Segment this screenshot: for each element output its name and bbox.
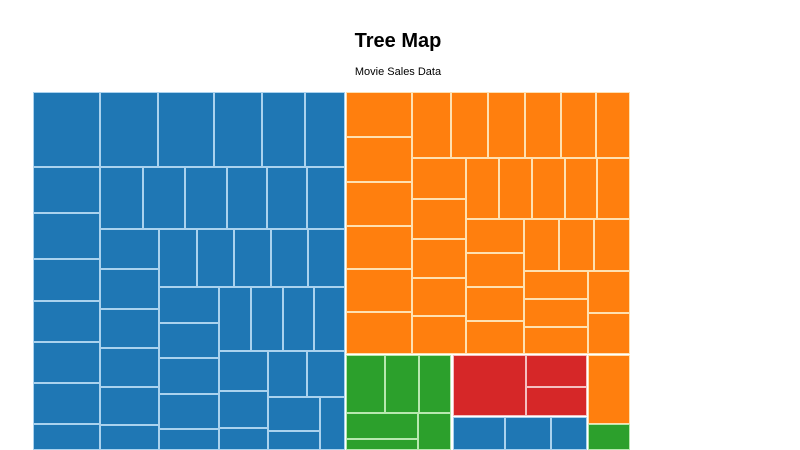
treemap-cell-blue[interactable]	[143, 167, 185, 229]
treemap-cell-blue[interactable]	[100, 229, 159, 269]
treemap-cell-orange[interactable]	[499, 158, 532, 219]
treemap-cell-orange[interactable]	[412, 199, 466, 239]
treemap-cell-blue[interactable]	[100, 387, 159, 425]
treemap-cell-blue[interactable]	[307, 167, 345, 229]
treemap-cell-green[interactable]	[346, 355, 385, 413]
treemap-cell-blue[interactable]	[219, 391, 268, 428]
treemap-cell-orange[interactable]	[594, 219, 630, 271]
treemap-cell-orange[interactable]	[488, 92, 525, 158]
treemap-cell-orange[interactable]	[565, 158, 597, 219]
treemap-cell-blue[interactable]	[100, 425, 159, 450]
treemap-cell-blue[interactable]	[197, 229, 234, 287]
treemap-cell-blue[interactable]	[551, 417, 587, 450]
treemap-cell-orange[interactable]	[524, 271, 588, 299]
treemap-cell-orange[interactable]	[466, 253, 524, 287]
treemap-cell-blue[interactable]	[320, 397, 345, 450]
treemap-cell-blue[interactable]	[251, 287, 283, 351]
treemap-cell-orange[interactable]	[466, 219, 524, 253]
treemap-cell-green[interactable]	[385, 355, 419, 413]
treemap-cell-orange[interactable]	[596, 92, 630, 158]
treemap-cell-orange[interactable]	[346, 92, 412, 137]
treemap-cell-orange[interactable]	[588, 271, 630, 313]
treemap-cell-orange[interactable]	[588, 313, 630, 354]
treemap-cell-blue[interactable]	[159, 394, 219, 429]
treemap-cell-orange[interactable]	[588, 355, 630, 424]
chart-subtitle: Movie Sales Data	[354, 66, 442, 78]
treemap-cell-orange[interactable]	[466, 158, 499, 219]
treemap-cell-orange[interactable]	[466, 287, 524, 321]
treemap-cell-orange[interactable]	[466, 321, 524, 354]
treemap-cell-blue[interactable]	[219, 287, 251, 351]
treemap-cell-green[interactable]	[588, 424, 630, 450]
treemap-cell-orange[interactable]	[525, 92, 561, 158]
treemap-cell-orange[interactable]	[412, 92, 451, 158]
treemap-cell-red[interactable]	[526, 355, 587, 387]
treemap-cell-blue[interactable]	[505, 417, 551, 450]
treemap-cell-blue[interactable]	[268, 351, 307, 397]
treemap-cell-blue[interactable]	[308, 229, 345, 287]
treemap-cell-blue[interactable]	[100, 309, 159, 348]
treemap-cell-blue[interactable]	[268, 397, 320, 431]
treemap-cell-blue[interactable]	[159, 229, 197, 287]
treemap-cell-blue[interactable]	[159, 323, 219, 358]
treemap-cell-blue[interactable]	[33, 342, 100, 383]
treemap-cell-red[interactable]	[453, 355, 526, 416]
treemap-cell-blue[interactable]	[100, 167, 143, 229]
treemap-cell-blue[interactable]	[100, 269, 159, 309]
treemap-cell-orange[interactable]	[412, 278, 466, 316]
treemap-cell-orange[interactable]	[346, 182, 412, 226]
treemap-cell-blue[interactable]	[159, 429, 219, 450]
treemap-cell-blue[interactable]	[33, 301, 100, 342]
treemap-cell-orange[interactable]	[524, 219, 559, 271]
treemap-cell-blue[interactable]	[314, 287, 345, 351]
treemap-cell-orange[interactable]	[532, 158, 565, 219]
treemap-cell-orange[interactable]	[451, 92, 488, 158]
treemap-cell-blue[interactable]	[214, 92, 262, 167]
treemap-cell-orange[interactable]	[412, 239, 466, 278]
treemap-cell-blue[interactable]	[159, 358, 219, 394]
treemap-cell-orange[interactable]	[346, 312, 412, 354]
treemap-cell-green[interactable]	[346, 413, 418, 439]
treemap-cell-orange[interactable]	[412, 158, 466, 199]
treemap-cell-blue[interactable]	[33, 167, 100, 213]
treemap-cell-orange[interactable]	[346, 226, 412, 269]
treemap-cell-blue[interactable]	[268, 431, 320, 450]
treemap-cell-blue[interactable]	[305, 92, 345, 167]
treemap-cell-green[interactable]	[346, 439, 418, 450]
treemap-cell-blue[interactable]	[158, 92, 214, 167]
chart-title: Tree Map	[354, 30, 442, 52]
treemap-cell-red[interactable]	[526, 387, 587, 416]
treemap-cell-orange[interactable]	[559, 219, 594, 271]
treemap-cell-blue[interactable]	[33, 213, 100, 259]
treemap-cell-blue[interactable]	[234, 229, 271, 287]
treemap-cell-blue[interactable]	[100, 348, 159, 387]
treemap-cell-blue[interactable]	[219, 428, 268, 450]
treemap-cell-blue[interactable]	[33, 92, 100, 167]
treemap-cell-blue[interactable]	[159, 287, 219, 323]
treemap-cell-orange[interactable]	[597, 158, 630, 219]
treemap-cell-orange[interactable]	[412, 316, 466, 354]
treemap-cell-blue[interactable]	[219, 351, 268, 391]
treemap-cell-blue[interactable]	[262, 92, 305, 167]
treemap-cell-blue[interactable]	[307, 351, 345, 397]
treemap-cell-orange[interactable]	[524, 299, 588, 327]
treemap-cell-blue[interactable]	[33, 424, 100, 450]
treemap-cell-blue[interactable]	[271, 229, 308, 287]
treemap-cell-blue[interactable]	[33, 259, 100, 301]
treemap-cell-orange[interactable]	[346, 269, 412, 312]
treemap-cell-orange[interactable]	[346, 137, 412, 182]
treemap-cell-orange[interactable]	[524, 327, 588, 354]
treemap-cell-green[interactable]	[418, 413, 451, 450]
treemap-cell-blue[interactable]	[283, 287, 314, 351]
treemap-cell-blue[interactable]	[185, 167, 227, 229]
treemap-cell-blue[interactable]	[267, 167, 307, 229]
treemap-cell-blue[interactable]	[33, 383, 100, 424]
treemap-cell-blue[interactable]	[100, 92, 158, 167]
treemap-cell-green[interactable]	[419, 355, 451, 413]
treemap-cell-blue[interactable]	[453, 417, 505, 450]
treemap-cell-orange[interactable]	[561, 92, 596, 158]
treemap-cell-blue[interactable]	[227, 167, 267, 229]
